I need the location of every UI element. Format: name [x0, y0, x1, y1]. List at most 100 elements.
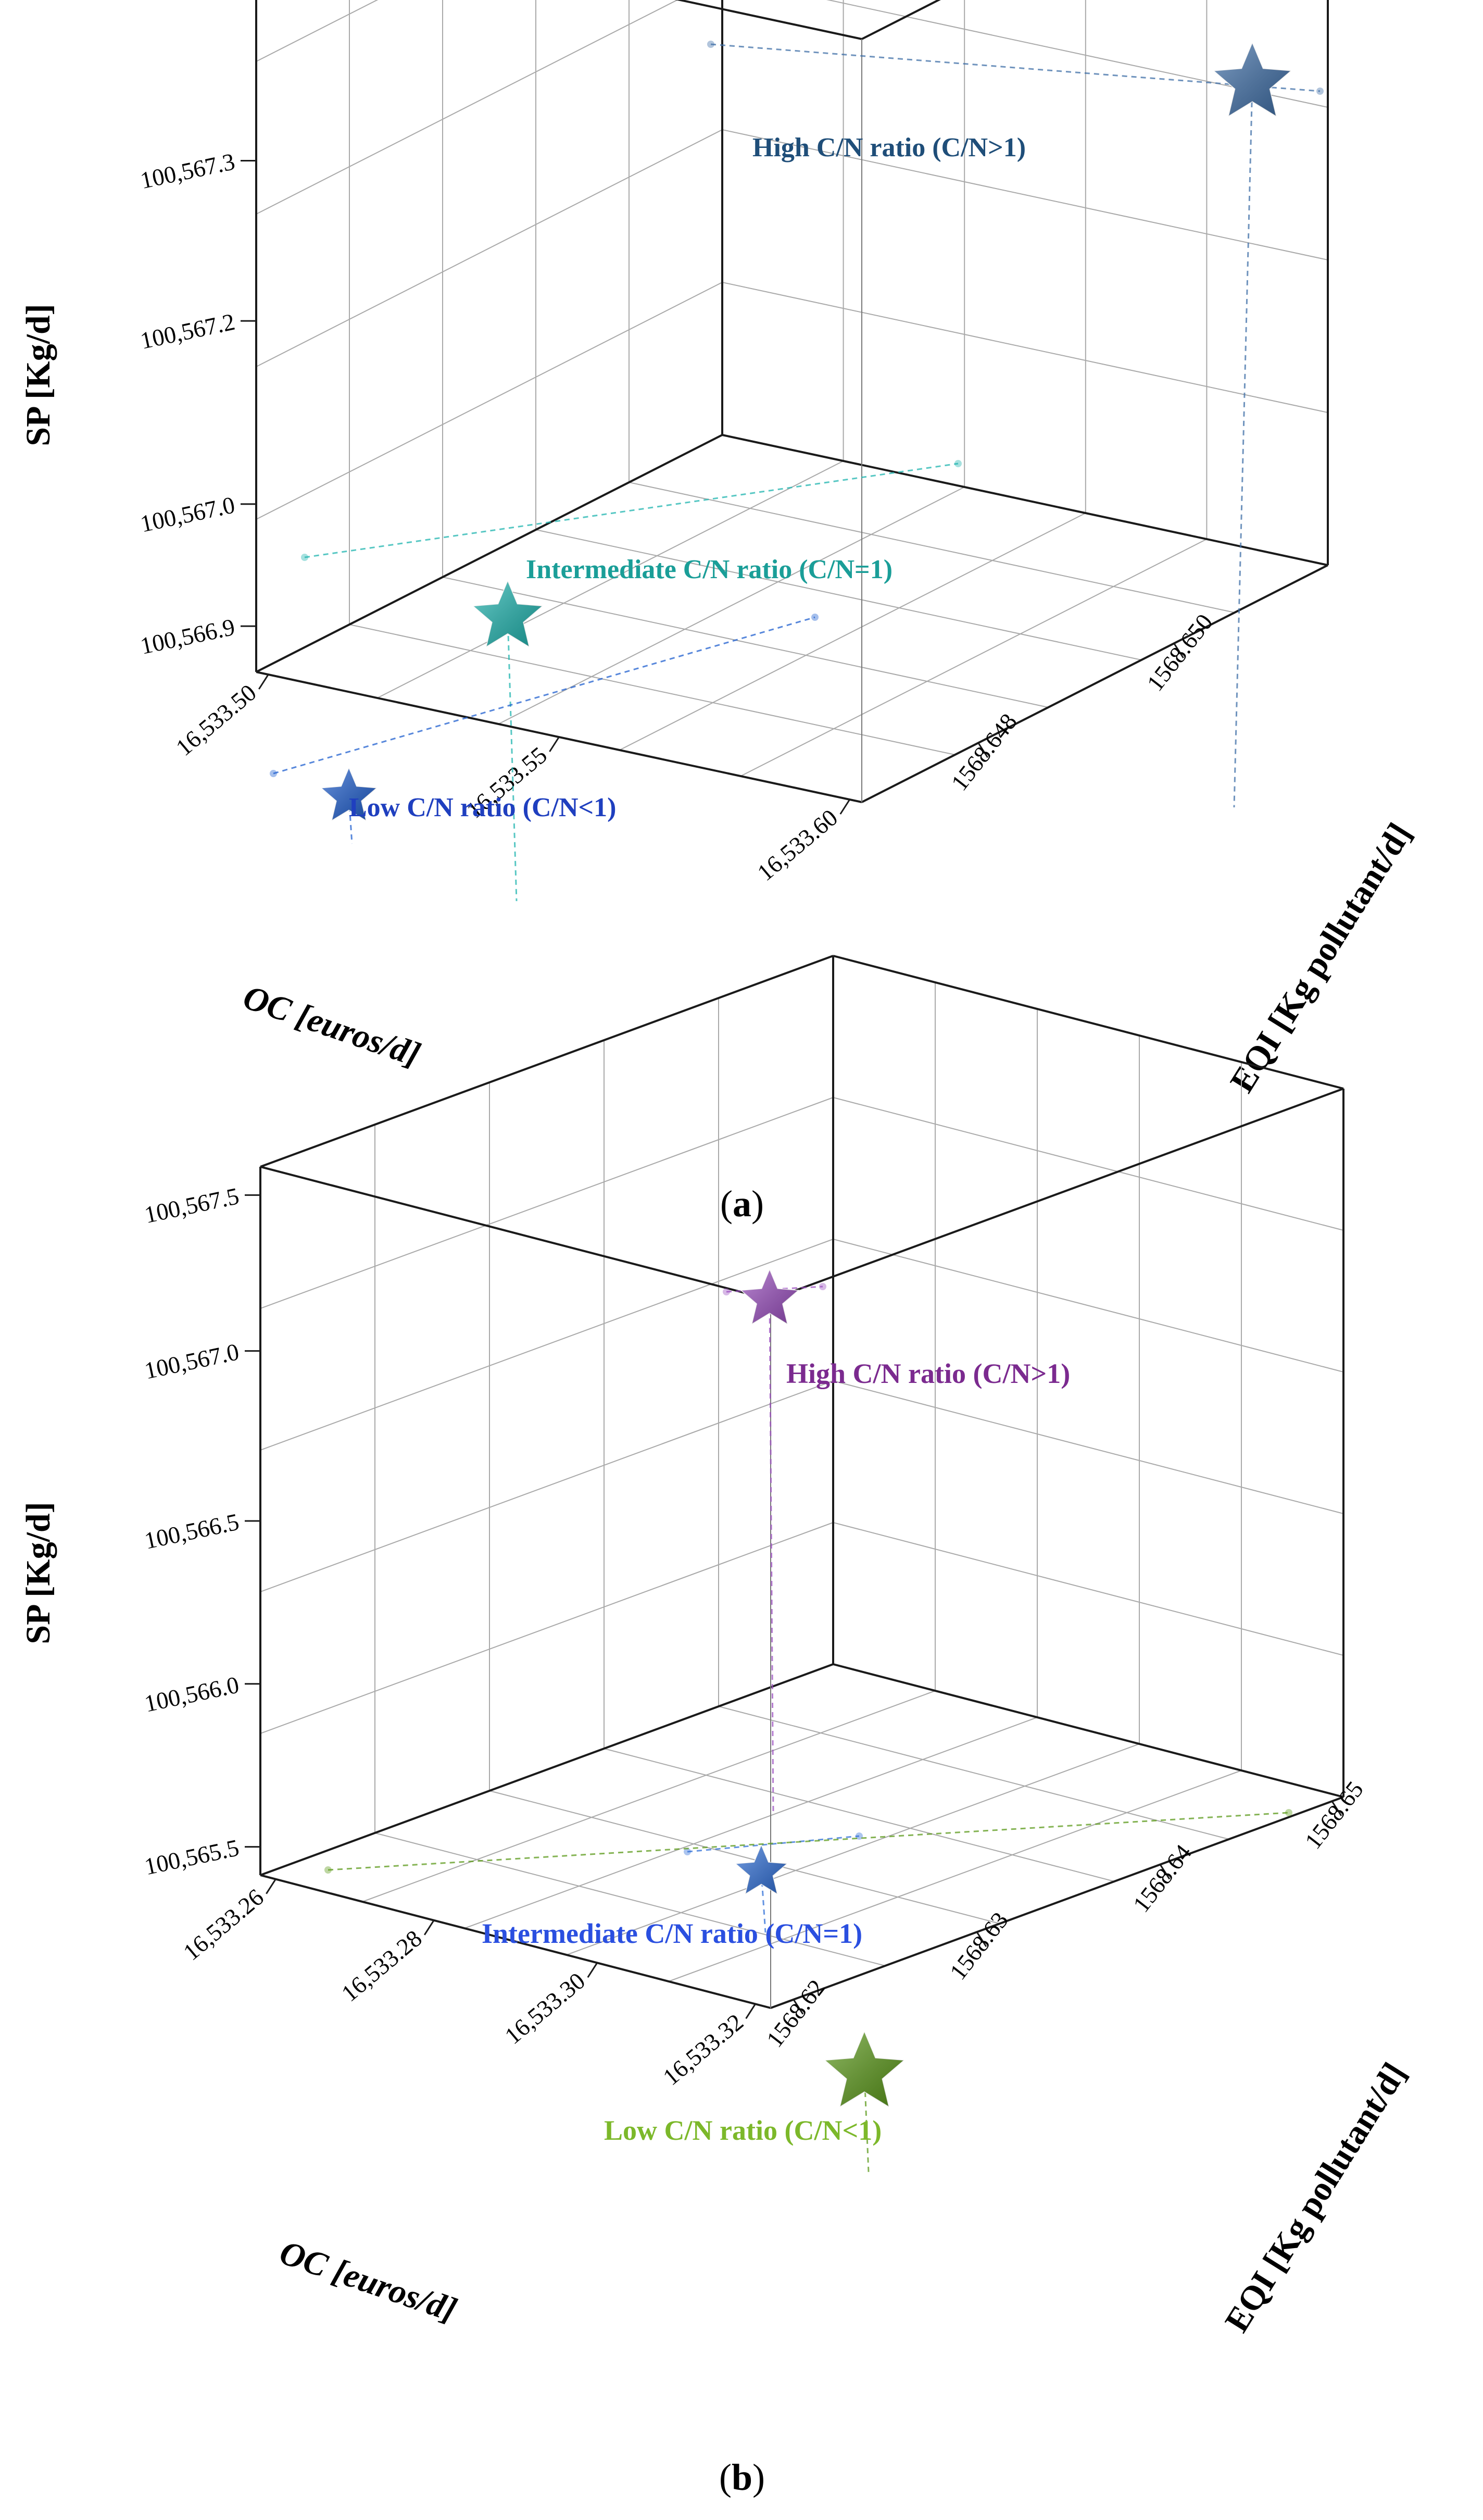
- wall-gridline: [260, 1522, 834, 1734]
- x-tick-label: 16,533.30: [499, 1967, 590, 2049]
- data-point-label: High C/N ratio (C/N>1): [786, 1358, 1070, 1389]
- x-tick-label: 16,533.28: [336, 1925, 427, 2006]
- projection-line: [273, 616, 815, 775]
- y-tick-mark: [1331, 1801, 1342, 1816]
- floor-gridline: [619, 513, 1086, 751]
- y-tick-mark: [977, 742, 989, 758]
- z-axis-title: SP [Kg/d]: [19, 304, 57, 446]
- box-edge: [260, 1663, 834, 1876]
- projection-end-marker: [324, 1866, 332, 1874]
- box-edge: [260, 1874, 771, 2009]
- x-tick-label: 16,533.32: [658, 2008, 748, 2090]
- data-point-star-shade: [740, 1269, 799, 1324]
- floor-gridline: [668, 1770, 1242, 1982]
- data-point-group: High C/N ratio (C/N>1): [723, 1268, 1070, 1813]
- data-point-label: Intermediate C/N ratio (C/N=1): [526, 555, 893, 584]
- box-edges: [255, 0, 1329, 803]
- floor-gridline: [362, 1690, 936, 1902]
- wall-gridline: [833, 1522, 1344, 1656]
- drop-line: [769, 1299, 774, 1813]
- projection-end-marker: [270, 770, 277, 777]
- z-tick-label: 100,567.0: [138, 491, 237, 537]
- data-point-group: Intermediate C/N ratio (C/N=1): [301, 460, 962, 902]
- y-tick-label: 1568.648: [946, 708, 1022, 795]
- projection-end-marker: [819, 1283, 826, 1290]
- projection-end-marker: [707, 41, 714, 48]
- projection-end-marker: [723, 1288, 730, 1295]
- z-tick-label: 100,566.5: [142, 1508, 242, 1554]
- wall-gridline: [260, 1097, 834, 1309]
- floor-gridline: [566, 1743, 1140, 1955]
- x-tick-mark: [258, 674, 269, 690]
- y-tick-mark: [1159, 1864, 1171, 1880]
- projection-line: [328, 1812, 1289, 1871]
- x-tick-label: 16,533.60: [752, 804, 843, 886]
- box-edge: [675, 0, 862, 40]
- y-tick-mark: [793, 1999, 804, 2015]
- projection-end-marker: [811, 614, 819, 621]
- wall-gridline: [722, 129, 1328, 260]
- floor-gridline: [349, 624, 956, 755]
- data-point-label: Low C/N ratio (C/N<1): [604, 2115, 882, 2146]
- projection-end-marker: [1316, 88, 1324, 95]
- x-tick-mark: [266, 1878, 277, 1894]
- y-tick-mark: [976, 1931, 987, 1948]
- grid-lines: [256, 0, 1328, 777]
- data-point-group: Low C/N ratio (C/N<1): [270, 614, 819, 844]
- wall-gridline: [826, 0, 1328, 108]
- y-tick-label: 1568.650: [1141, 609, 1217, 696]
- projection-end-marker: [954, 460, 962, 467]
- floor-gridline: [498, 486, 965, 725]
- box-edge: [770, 1796, 1344, 2009]
- box-edge: [722, 434, 1328, 566]
- data-point-star-shade: [473, 581, 543, 647]
- box-edge: [833, 1663, 1344, 1798]
- data-point-group: Intermediate C/N ratio (C/N=1): [482, 1832, 863, 1949]
- drop-line: [863, 2073, 870, 2173]
- projection-end-marker: [684, 1848, 691, 1855]
- projection-end-marker: [1285, 1809, 1292, 1816]
- box-edge: [770, 1088, 1344, 1301]
- data-point-label: Intermediate C/N ratio (C/N=1): [482, 1918, 862, 1949]
- projection-end-marker: [856, 1832, 863, 1840]
- z-tick-label: 100,565.5: [142, 1834, 242, 1880]
- x-tick-mark: [839, 799, 851, 815]
- projection-line: [687, 1835, 860, 1853]
- wall-gridline: [256, 129, 723, 367]
- data-point-star-shade: [824, 2031, 904, 2107]
- z-axis-title: SP [Kg/d]: [19, 1502, 57, 1644]
- x-tick-label: 16,533.26: [178, 1883, 269, 1965]
- x-tick-mark: [587, 1962, 598, 1978]
- panel-a-chart: 100,566.9100,567.0100,567.2100,567.3100,…: [19, 0, 1419, 1099]
- projection-line: [710, 43, 1321, 92]
- data-point-group: High C/N ratio (C/N>1): [707, 41, 1324, 808]
- z-tick-label: 100,567.2: [138, 308, 237, 354]
- z-tick-label: 100,567.0: [142, 1338, 242, 1384]
- wall-gridline: [833, 1380, 1344, 1514]
- box-edge: [260, 1166, 771, 1301]
- floor-gridline: [629, 482, 1235, 613]
- wall-gridline: [260, 1239, 834, 1451]
- wall-gridline: [256, 0, 379, 62]
- floor-gridline: [442, 577, 1049, 708]
- wall-gridline: [833, 1239, 1344, 1373]
- box-edge: [260, 955, 834, 1168]
- z-tick-label: 100,566.9: [138, 614, 237, 659]
- wall-gridline: [833, 1097, 1344, 1231]
- x-axis-title: OC [euros/d]: [238, 978, 425, 1074]
- x-axis-title: OC [euros/d]: [275, 2234, 461, 2329]
- wall-gridline: [260, 1380, 834, 1592]
- box-edge: [861, 564, 1328, 803]
- wall-gridline: [722, 282, 1328, 413]
- wall-gridline: [256, 0, 678, 215]
- wall-gridline: [256, 282, 723, 520]
- caption-a: (a): [720, 1183, 764, 1225]
- y-axis-title: EQI [Kg pollutant/d]: [1217, 2056, 1414, 2339]
- y-tick-label: 1568.62: [761, 1975, 830, 2052]
- data-point-label: Low C/N ratio (C/N<1): [349, 793, 616, 822]
- floor-gridline: [718, 1706, 1229, 1840]
- data-point-star-shade: [321, 768, 377, 821]
- floor-gridline: [374, 1832, 886, 1966]
